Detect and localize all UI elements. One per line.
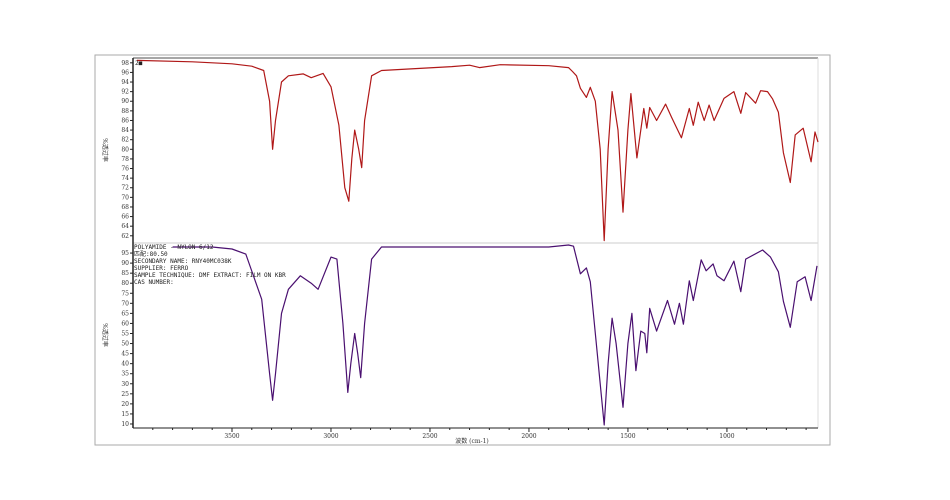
top-panel: 62 64 66 68 70 72 74 76 78 80 82 84 86 88 90 92 94 96 98 bbox=[121, 59, 819, 242]
y-tick-label: 20 bbox=[121, 401, 129, 408]
y-tick-label: 64 bbox=[121, 223, 129, 230]
annotation-line: SECONDARY NAME: RNY40MC038K bbox=[134, 258, 232, 265]
y-axis-label-top: %透过率 bbox=[101, 138, 109, 162]
annotation-line: CAS NUMBER: bbox=[134, 279, 174, 286]
y-tick-label: 94 bbox=[121, 79, 129, 86]
y-tick-label: 60 bbox=[121, 320, 129, 327]
library-annotation: POLYAMIDE - NYLON 6/12 匹配:80.50 SECONDAR… bbox=[134, 244, 286, 286]
x-tick-label: 3000 bbox=[323, 433, 338, 440]
y-tick-label: 82 bbox=[121, 137, 129, 144]
x-axis-label: 波数 (cm-1) bbox=[455, 437, 488, 445]
y-tick-label: 75 bbox=[121, 290, 129, 297]
y-tick-label: 76 bbox=[121, 166, 129, 173]
y-tick-label: 96 bbox=[121, 69, 129, 76]
y-tick-label: 88 bbox=[121, 108, 129, 115]
y-axis-label-bottom: %透过率 bbox=[101, 323, 109, 347]
y-tick-label: 92 bbox=[121, 89, 129, 96]
y-tick-label: 45 bbox=[121, 351, 129, 358]
x-axis-ticks: 3500 3000 2500 2000 1500 1000 bbox=[152, 428, 807, 440]
x-tick-label: 2500 bbox=[422, 433, 437, 440]
y-tick-label: 25 bbox=[121, 391, 129, 398]
bottom-panel: 10 15 20 25 30 35 40 45 50 55 60 65 70 75 80 85 90 95 bbox=[121, 244, 818, 428]
x-tick-label: 3500 bbox=[224, 433, 239, 440]
y-tick-label: 98 bbox=[121, 60, 129, 67]
y-tick-label: 95 bbox=[121, 250, 129, 257]
y-tick-label: 86 bbox=[121, 117, 129, 124]
y-tick-label: 68 bbox=[121, 204, 129, 211]
y-tick-label: 62 bbox=[121, 233, 129, 240]
y-tick-label: 78 bbox=[121, 156, 129, 163]
spectrum-line-reference bbox=[172, 244, 818, 426]
annotation-line: SAMPLE TECHNIQUE: DMF EXTRACT: FILM ON K… bbox=[134, 272, 286, 279]
y-tick-label: 55 bbox=[121, 330, 129, 337]
outer-frame bbox=[94, 54, 831, 446]
spectrum-line-sample bbox=[136, 59, 819, 242]
y-tick-label: 70 bbox=[121, 300, 129, 307]
y-tick-label: 10 bbox=[121, 421, 129, 428]
annotation-line: POLYAMIDE - NYLON 6/12 bbox=[134, 244, 214, 251]
annotation-line: SUPPLIER: FERRO bbox=[134, 265, 189, 272]
annotation-line: 匹配:80.50 bbox=[134, 251, 168, 258]
y-tick-label: 15 bbox=[121, 411, 129, 418]
y-tick-label: 30 bbox=[121, 381, 129, 388]
y-tick-label: 35 bbox=[121, 371, 129, 378]
y-tick-label: 90 bbox=[121, 260, 129, 267]
y-tick-label: 80 bbox=[121, 280, 129, 287]
x-tick-label: 1000 bbox=[719, 433, 734, 440]
y-tick-label: 66 bbox=[121, 214, 129, 221]
y-tick-label: 84 bbox=[121, 127, 129, 134]
y-tick-label: 50 bbox=[121, 341, 129, 348]
y-tick-label: 90 bbox=[121, 98, 129, 105]
x-tick-label: 2000 bbox=[521, 433, 536, 440]
y-tick-label: 74 bbox=[121, 175, 129, 182]
x-tick-label: 1500 bbox=[620, 433, 635, 440]
y-tick-label: 70 bbox=[121, 194, 129, 201]
y-tick-label: 80 bbox=[121, 146, 129, 153]
y-tick-label: 72 bbox=[121, 185, 129, 192]
y-tick-label: 85 bbox=[121, 270, 129, 277]
y-tick-label: 40 bbox=[121, 361, 129, 368]
y-tick-label: 65 bbox=[121, 310, 129, 317]
marker-label: 2■ bbox=[135, 60, 143, 67]
